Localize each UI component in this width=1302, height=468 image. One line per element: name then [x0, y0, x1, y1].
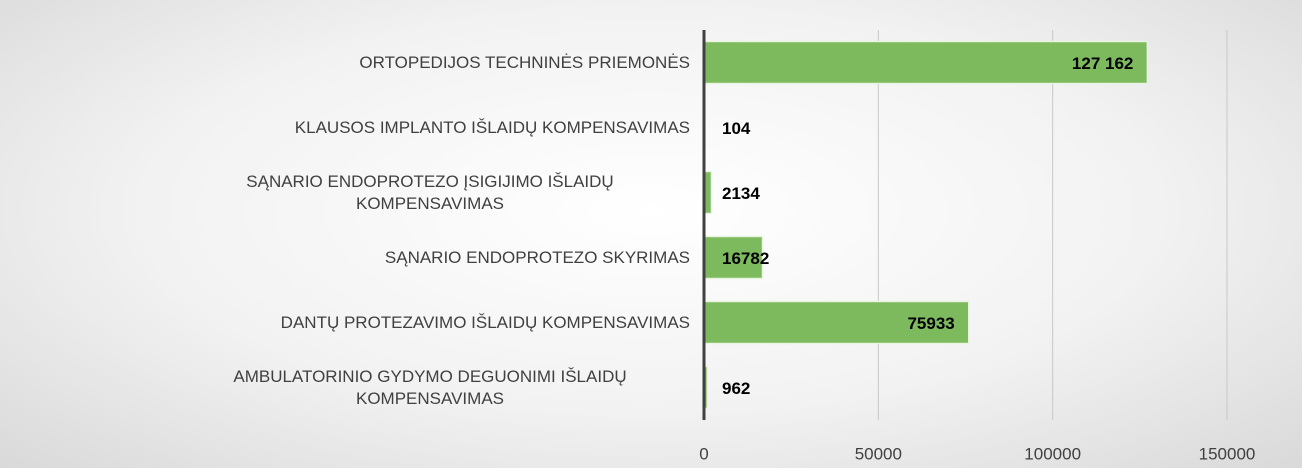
data-label: 75933 — [907, 314, 954, 333]
data-label: 962 — [722, 379, 750, 398]
y-tick-label: DANTŲ PROTEZAVIMO IŠLAIDŲ KOMPENSAVIMAS — [280, 312, 690, 332]
x-tick-label: 150000 — [1199, 444, 1256, 463]
y-tick-label: ORTOPEDIJOS TECHNINĖS PRIEMONĖS — [359, 52, 690, 72]
bar — [703, 40, 1149, 85]
y-tick-label: SĄNARIO ENDOPROTEZO ĮSIGIJIMO IŠLAIDŲ KO… — [246, 171, 614, 213]
y-tick-label: AMBULATORINIO GYDYMO DEGUONIMI IŠLAIDŲ K… — [233, 366, 627, 408]
y-tick-label: KLAUSOS IMPLANTO IŠLAIDŲ KOMPENSAVIMAS — [294, 117, 690, 137]
x-tick-label: 50000 — [855, 444, 902, 463]
data-label: 127 162 — [1072, 54, 1133, 73]
data-label: 104 — [722, 119, 751, 138]
x-tick-label: 0 — [699, 444, 708, 463]
y-tick-label: SĄNARIO ENDOPROTEZO SKYRIMAS — [384, 247, 690, 267]
data-label: 2134 — [722, 184, 760, 203]
data-label: 16782 — [722, 249, 769, 268]
x-tick-label: 100000 — [1024, 444, 1081, 463]
bar — [703, 235, 764, 280]
